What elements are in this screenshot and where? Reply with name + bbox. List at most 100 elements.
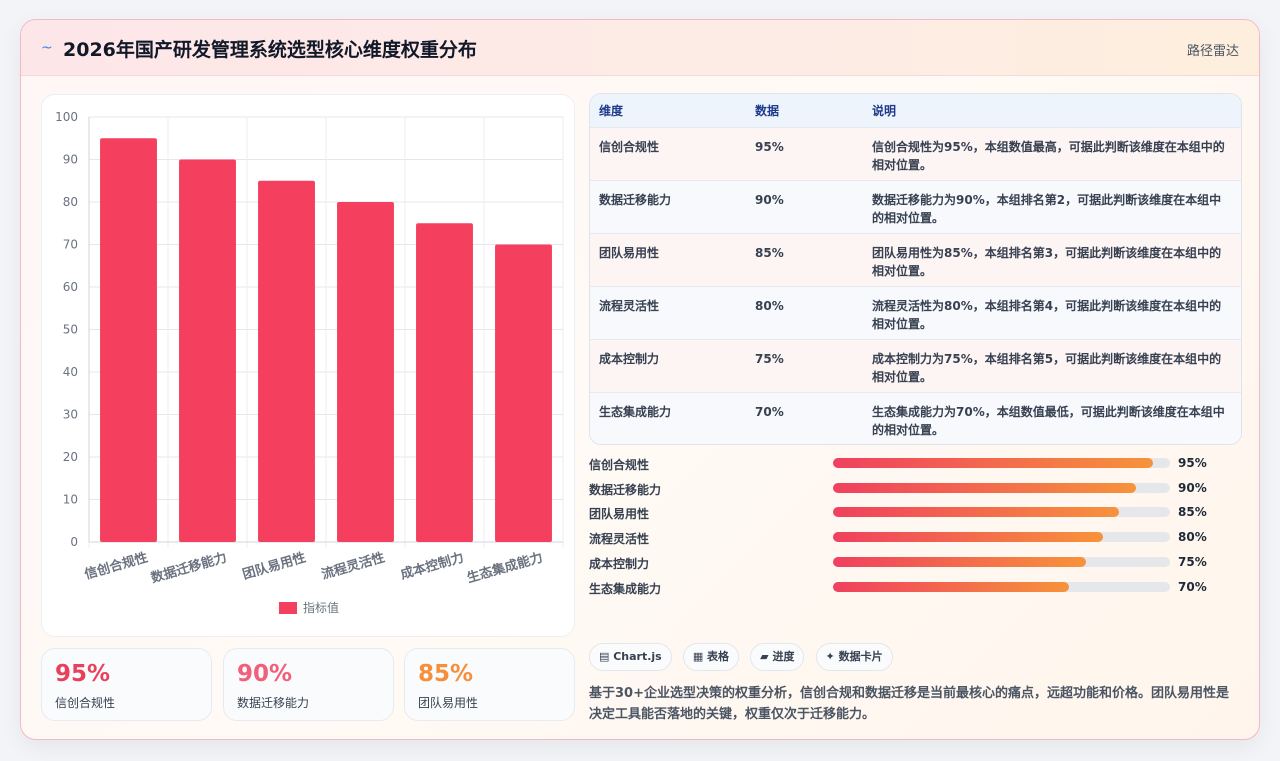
progress-fill [833,483,1137,493]
progress-value: 70% [1178,580,1207,594]
kpi-card: 85% 团队易用性 [404,648,575,721]
data-table-panel: 维度 数据 说明 信创合规性 95% 信创合规性为95%，本组数值最高，可据此判… [589,93,1242,445]
y-tick-label: 70 [63,238,78,252]
table-row: 团队易用性 85% 团队易用性为85%，本组排名第3，可据此判断该维度在本组中的… [590,233,1241,286]
dashboard-card: ~ 2026年国产研发管理系统选型核心维度权重分布 路径雷达 0 10 20 30 40… [20,19,1260,740]
x-tick-label: 信创合规性 [83,549,150,582]
cell-description: 成本控制力为75%，本组排名第5，可据此判断该维度在本组中的相对位置。 [872,351,1222,384]
y-tick-label: 90 [63,153,78,167]
progress-value: 90% [1178,481,1207,495]
table-row: 流程灵活性 80% 流程灵活性为80%，本组排名第4，可据此判断该维度在本组中的… [590,286,1241,339]
progress-track [833,483,1170,493]
progress-label: 信创合规性 [589,458,650,472]
y-tick-label: 20 [63,450,78,464]
chip-data-card[interactable]: ✦ 数据卡片 [815,643,893,671]
cell-value: 85% [755,245,784,260]
progress-value: 85% [1178,505,1207,519]
progress-row: 流程灵活性 80% [589,528,1209,548]
table-row: 信创合规性 95% 信创合规性为95%，本组数值最高，可据此判断该维度在本组中的… [590,127,1241,180]
progress-label: 团队易用性 [589,507,650,521]
table-row: 数据迁移能力 90% 数据迁移能力为90%，本组排名第2，可据此判断该维度在本组… [590,180,1241,233]
progress-label: 数据迁移能力 [589,483,662,497]
progress-label: 生态集成能力 [589,582,662,596]
cell-description: 流程灵活性为80%，本组排名第4，可据此判断该维度在本组中的相对位置。 [872,298,1222,331]
cell-description: 生态集成能力为70%，本组数值最低，可据此判断该维度在本组中的相对位置。 [872,404,1225,437]
progress-row: 数据迁移能力 90% [589,479,1209,499]
x-tick-label: 流程灵活性 [320,549,387,582]
cell-value: 70% [755,404,784,419]
kpi-label: 团队易用性 [418,696,479,710]
progress-row: 生态集成能力 70% [589,578,1209,598]
cell-description: 数据迁移能力为90%，本组排名第2，可据此判断该维度在本组中的相对位置。 [872,192,1222,225]
progress-label: 成本控制力 [589,557,650,571]
bar [495,244,552,542]
progress-value: 80% [1178,530,1207,544]
kpi-label: 信创合规性 [55,696,116,710]
y-tick-label: 80 [63,195,78,209]
bar-chart: 0 10 20 30 40 50 60 70 80 90 100 信创合规性 数据迁移能力 团队易用性 流程… [55,110,564,615]
table-header-row: 维度 数据 说明 [590,94,1241,127]
progress-track [833,582,1170,592]
chip-chartjs[interactable]: ▤ Chart.js [589,643,672,671]
header: ~ 2026年国产研发管理系统选型核心维度权重分布 路径雷达 [21,20,1259,76]
table-row: 成本控制力 75% 成本控制力为75%，本组排名第5，可据此判断该维度在本组中的… [590,339,1241,392]
y-tick-label: 40 [63,365,78,379]
progress-row: 信创合规性 95% [589,454,1209,474]
y-tick-label: 10 [63,493,78,507]
x-tick-label: 数据迁移能力 [149,549,228,586]
cell-description: 信创合规性为95%，本组数值最高，可据此判断该维度在本组中的相对位置。 [872,139,1225,172]
kpi-value: 90% [237,661,293,687]
cell-description: 团队易用性为85%，本组排名第3，可据此判断该维度在本组中的相对位置。 [872,245,1222,278]
progress-track [833,557,1170,567]
cell-dimension: 流程灵活性 [599,298,660,313]
progress-track [833,507,1170,517]
column-header: 说明 [872,103,897,118]
chip-table[interactable]: ▦ 表格 [682,643,740,671]
progress-fill [833,532,1103,542]
column-header: 数据 [755,103,780,118]
cell-dimension: 成本控制力 [599,351,660,366]
tech-chips: ▤ Chart.js ▦ 表格 ▰ 进度 ✦ 数据卡片 [589,643,899,671]
progress-fill [833,582,1069,592]
x-tick-label: 生态集成能力 [465,549,544,586]
progress-fill [833,458,1154,468]
kpi-value: 95% [55,661,111,687]
bar [258,180,315,542]
legend-swatch [279,602,297,614]
cell-dimension: 团队易用性 [599,245,660,260]
legend-label: 指标值 [303,600,339,615]
cell-value: 90% [755,192,784,207]
cell-value: 80% [755,298,784,313]
cell-value: 95% [755,139,784,154]
header-tag[interactable]: 路径雷达 [1186,44,1239,59]
chip-progress[interactable]: ▰ 进度 [750,643,805,671]
cell-dimension: 信创合规性 [599,139,660,154]
cell-dimension: 数据迁移能力 [599,192,672,207]
kpi-card: 95% 信创合规性 [41,648,212,721]
cell-dimension: 生态集成能力 [599,404,672,419]
kpi-label: 数据迁移能力 [237,696,310,710]
y-tick-label: 100 [55,110,78,124]
progress-value: 95% [1178,456,1207,470]
progress-track [833,458,1170,468]
summary-text: 基于30+企业选型决策的权重分析，信创合规和数据迁移是当前最核心的痛点，远超功能… [589,686,1229,722]
y-tick-label: 50 [63,323,78,337]
bar [337,202,394,542]
progress-fill [833,557,1086,567]
bar [179,159,236,542]
pulse-icon: ~ [41,40,53,56]
bar [100,138,157,542]
y-tick-label: 60 [63,280,78,294]
y-tick-label: 30 [63,408,78,422]
x-tick-label: 成本控制力 [399,549,466,582]
kpi-card: 90% 数据迁移能力 [223,648,394,721]
progress-value: 75% [1178,555,1207,569]
progress-track [833,532,1170,542]
x-tick-label: 团队易用性 [241,549,308,582]
progress-list: 信创合规性 95% 数据迁移能力 90% 团队易用性 85% 流程灵活性 80%… [589,454,1209,596]
page-title: 2026年国产研发管理系统选型核心维度权重分布 [63,39,477,61]
bar-chart-panel: 0 10 20 30 40 50 60 70 80 90 100 信创合规性 数据迁移能力 团队易用性 流程… [41,94,575,637]
progress-row: 成本控制力 75% [589,553,1209,573]
data-table: 维度 数据 说明 信创合规性 95% 信创合规性为95%，本组数值最高，可据此判… [590,94,1241,444]
progress-label: 流程灵活性 [589,532,650,546]
